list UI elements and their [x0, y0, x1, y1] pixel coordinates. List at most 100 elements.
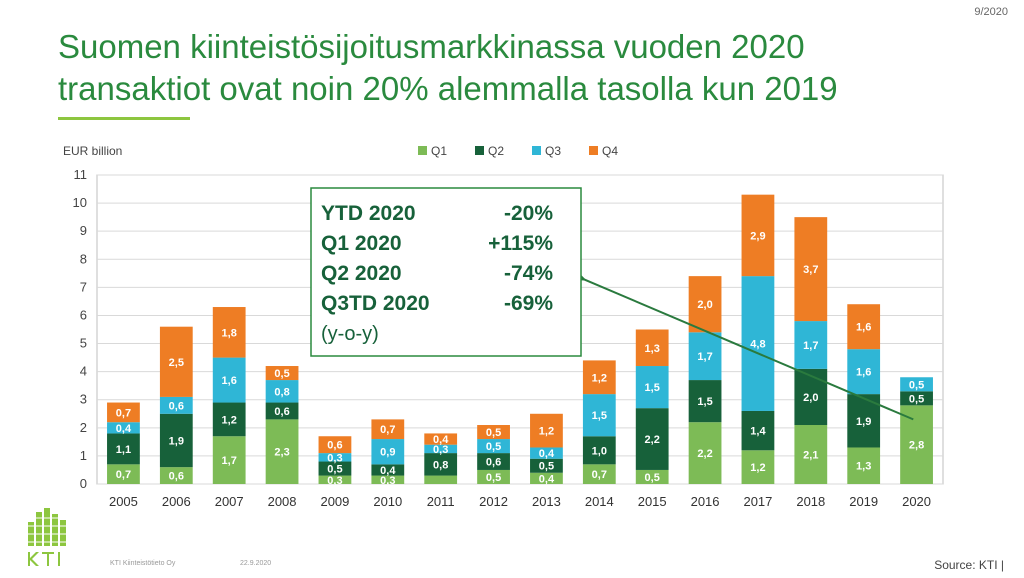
- legend-swatch-q1: [418, 146, 427, 155]
- data-label: 1,2: [222, 414, 237, 426]
- data-label: 1,7: [222, 455, 237, 467]
- bar-q3-2014: [582, 394, 616, 437]
- bar-q2-2006: [159, 413, 193, 468]
- bar-q4-2007: [212, 307, 246, 358]
- bar-q1-2019: [847, 447, 881, 484]
- y-tick-label: 10: [73, 195, 87, 210]
- y-tick-label: 1: [80, 448, 87, 463]
- bar-q4-2012: [477, 425, 510, 440]
- source-note: Source: KTI |: [934, 558, 1004, 572]
- callout-row-value: +115%: [488, 232, 553, 255]
- bar-q3-2005: [107, 422, 140, 434]
- callout-row-value: -74%: [504, 262, 553, 285]
- data-label: 0,3: [433, 444, 448, 456]
- bar-q4-2008: [265, 366, 299, 381]
- data-label: 0,4: [116, 423, 132, 435]
- data-label: 0,5: [539, 461, 554, 473]
- bar-q2-2013: [530, 458, 563, 473]
- data-label: 0,4: [380, 465, 396, 477]
- x-tick-label: 2011: [427, 494, 455, 509]
- data-label: 0,7: [116, 469, 131, 481]
- callout-row-label: Q2 2020: [321, 262, 402, 285]
- bar-q3-2009: [318, 453, 352, 462]
- data-label: 0,6: [169, 471, 184, 483]
- data-label: 4,8: [750, 339, 765, 351]
- data-label: 0,5: [327, 464, 342, 476]
- bar-q1-2010: [371, 475, 405, 484]
- callout-row-label: YTD 2020: [321, 202, 416, 225]
- bar-q3-2008: [265, 380, 299, 403]
- data-label: 0,8: [274, 386, 289, 398]
- y-tick-label: 4: [80, 364, 87, 379]
- bar-q3-2019: [847, 349, 881, 395]
- callout-row-value: -20%: [504, 202, 553, 225]
- legend-swatch-q4: [589, 146, 598, 155]
- kti-logo: [26, 508, 68, 566]
- callout-box: [310, 187, 582, 357]
- data-label: 1,7: [803, 340, 818, 352]
- x-tick-label: 2006: [162, 494, 191, 509]
- bar-q2-2020: [900, 391, 933, 406]
- bar-q3-2015: [635, 366, 669, 409]
- data-label: 3,7: [803, 264, 818, 276]
- x-tick-label: 2020: [902, 494, 931, 509]
- data-label: 0,5: [274, 368, 289, 380]
- x-tick-label: 2009: [320, 494, 349, 509]
- data-label: 1,1: [116, 444, 131, 456]
- bar-q1-2006: [159, 467, 193, 484]
- data-label: 0,5: [486, 441, 501, 453]
- data-label: 0,8: [433, 459, 448, 471]
- data-label: 1,7: [697, 351, 712, 363]
- data-label: 0,6: [274, 406, 289, 418]
- bar-q1-2007: [212, 436, 246, 484]
- bar-q1-2005: [107, 464, 140, 484]
- bar-q2-2010: [371, 464, 405, 476]
- x-tick-label: 2019: [849, 494, 878, 509]
- data-label: 2,9: [750, 230, 765, 242]
- callout-note: (y-o-y): [321, 323, 379, 345]
- callout-arrow: [565, 265, 914, 421]
- bar-q4-2015: [635, 329, 669, 367]
- bar-q2-2017: [741, 410, 775, 451]
- bar-q1-2009: [318, 475, 352, 484]
- bar-q2-2016: [688, 380, 722, 423]
- y-tick-label: 11: [74, 167, 88, 182]
- data-label: 1,6: [856, 322, 871, 334]
- y-tick-label: 2: [80, 420, 87, 435]
- bar-q3-2020: [900, 377, 933, 392]
- data-label: 0,6: [327, 440, 342, 452]
- legend-label-q1: Q1: [431, 144, 447, 158]
- bar-q3-2018: [794, 321, 828, 369]
- title-line-1: Suomen kiinteistösijoitusmarkkinassa vuo…: [58, 28, 805, 65]
- y-tick-label: 0: [80, 476, 87, 491]
- bar-q4-2006: [159, 326, 193, 397]
- bar-q3-2013: [530, 447, 563, 459]
- data-label: 0,7: [592, 469, 607, 481]
- bar-q2-2014: [582, 436, 616, 465]
- bar-q1-2020: [900, 405, 933, 484]
- bar-q3-2007: [212, 357, 246, 403]
- legend-label-q2: Q2: [488, 144, 504, 158]
- data-label: 1,9: [169, 435, 184, 447]
- y-tick-label: 7: [80, 279, 87, 294]
- bar-q2-2007: [212, 402, 246, 437]
- x-tick-label: 2018: [796, 494, 825, 509]
- data-label: 0,4: [433, 434, 449, 446]
- bar-q4-2017: [741, 194, 775, 277]
- data-label: 0,5: [486, 472, 501, 484]
- data-label: 1,4: [750, 426, 766, 438]
- bar-q4-2009: [318, 436, 352, 454]
- bar-q2-2018: [794, 368, 828, 426]
- data-label: 2,2: [697, 448, 712, 460]
- x-tick-label: 2013: [532, 494, 561, 509]
- y-tick-label: 8: [80, 251, 87, 266]
- bar-q3-2012: [477, 439, 510, 454]
- bar-q1-2013: [530, 472, 563, 484]
- data-label: 0,6: [486, 457, 501, 469]
- y-tick-label: 5: [80, 336, 87, 351]
- data-label: 2,3: [274, 447, 289, 459]
- data-label: 0,6: [169, 400, 184, 412]
- bar-q1-2016: [688, 422, 722, 484]
- x-tick-label: 2010: [373, 494, 402, 509]
- bar-q2-2015: [635, 408, 669, 470]
